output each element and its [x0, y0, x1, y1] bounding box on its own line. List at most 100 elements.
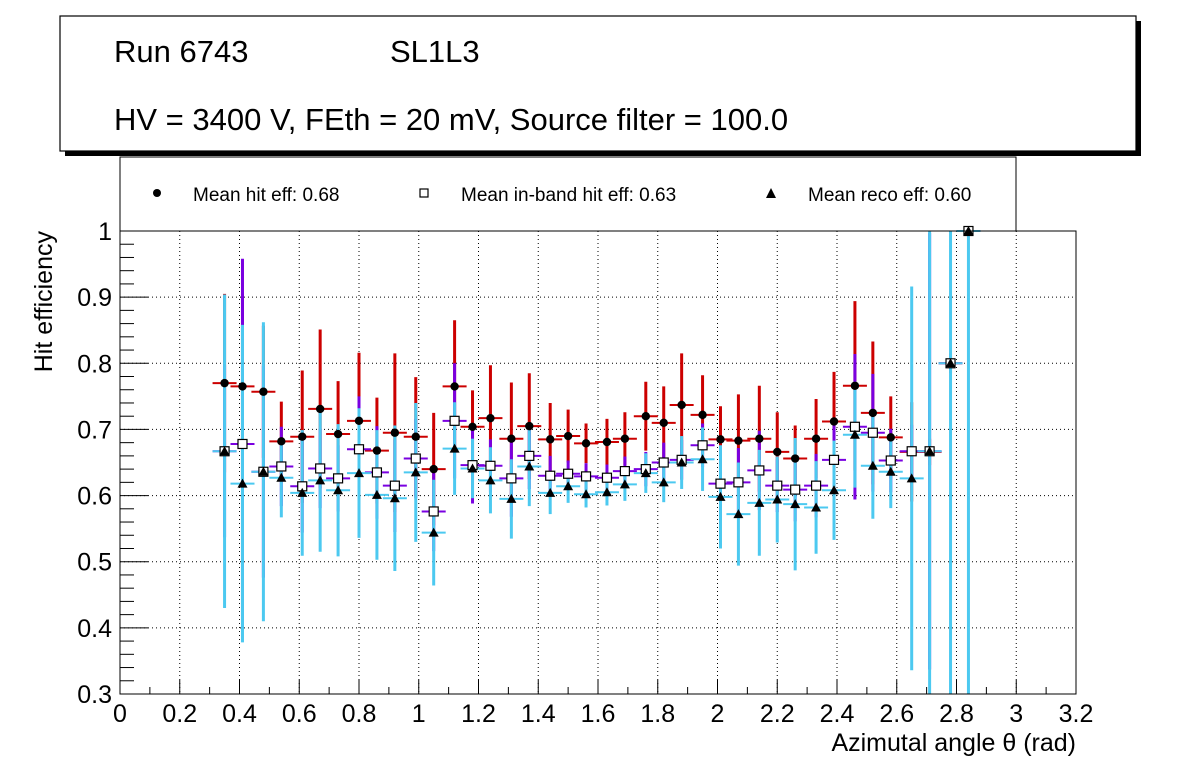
hit-eff-point: [886, 433, 895, 442]
reco-eff-point: [524, 461, 535, 471]
inband-eff-point: [506, 473, 517, 484]
reco-eff-point: [885, 466, 896, 476]
inband-eff-point: [545, 470, 556, 481]
y-tick-label: 0.7: [77, 416, 112, 444]
inband-eff-point: [715, 478, 726, 489]
reco-eff-point: [354, 468, 364, 478]
legend-reco-label: Mean reco eff: 0.60: [808, 185, 971, 206]
reco-eff-point: [658, 477, 669, 487]
reco-eff-point: [485, 475, 496, 485]
inband-eff-point: [485, 460, 496, 471]
reco-eff-point: [829, 485, 840, 495]
reco-eff-point: [733, 509, 744, 519]
reco-eff-point: [640, 468, 651, 478]
x-tick-label: 1.4: [521, 700, 556, 728]
x-axis-label: Azimutal angle θ (rad): [831, 729, 1076, 757]
inband-eff-point: [237, 438, 248, 450]
legend-inband-label: Mean in-band hit eff: 0.63: [461, 185, 676, 206]
tick-labels: 0 0.2 0.4 0.6 0.8 1 1.2 1.4 1.6 1.8 2 2.2 2.4 2.6 2.8 3…: [77, 218, 1093, 728]
hit-eff-point: [641, 412, 650, 421]
reco-eff-point: [754, 497, 765, 507]
hit-eff-point: [486, 413, 495, 423]
x-tick-label: 0.6: [282, 700, 317, 728]
reco-eff-point: [601, 487, 612, 497]
inband-eff-point: [353, 444, 365, 455]
hit-eff-point: [429, 464, 438, 474]
reco-eff-point: [237, 478, 248, 488]
reco-eff-point: [676, 457, 687, 467]
y-tick-label: 0.6: [77, 483, 112, 511]
hit-eff-point: [450, 382, 459, 391]
reco-eff-point: [924, 446, 935, 456]
hit-eff-point: [238, 382, 247, 391]
reco-eff-point: [906, 473, 917, 483]
data-markers: [219, 225, 974, 537]
hit-eff-point: [354, 416, 364, 426]
reco-eff-point: [715, 491, 726, 501]
hit-eff-point: [581, 439, 591, 448]
hit-eff-point: [525, 421, 534, 431]
reco-eff-point: [276, 472, 287, 482]
reco-eff-point: [467, 463, 478, 473]
legend-reco-marker: [766, 188, 776, 198]
reco-eff-point: [545, 487, 556, 497]
hit-eff-point: [602, 437, 612, 447]
reco-eff-point: [449, 443, 460, 453]
hit-eff-point: [298, 432, 307, 441]
grid: [120, 231, 1076, 694]
inband-eff-point: [601, 472, 613, 483]
hit-eff-point: [563, 431, 573, 441]
reco-eff-point: [297, 487, 308, 497]
inband-eff-point: [754, 465, 765, 476]
y-tick-label: 1: [98, 218, 112, 246]
error-bars: [212, 230, 981, 694]
x-tick-label: 3: [1009, 700, 1023, 728]
inband-eff-point: [697, 440, 708, 451]
inband-eff-point: [885, 455, 896, 466]
legend-box: [119, 156, 1017, 232]
hit-eff-point: [411, 432, 420, 441]
inband-eff-point: [524, 450, 535, 461]
reco-eff-point: [563, 481, 574, 491]
hit-eff-point: [220, 378, 229, 388]
x-tick-label: 2.2: [760, 700, 795, 728]
y-tick-label: 0.9: [77, 284, 112, 312]
inband-eff-point: [772, 480, 783, 491]
hit-eff-point: [468, 422, 477, 431]
inband-eff-point: [371, 467, 383, 478]
hit-eff-point: [755, 434, 764, 443]
reco-eff-point: [506, 493, 517, 503]
inband-eff-point: [410, 453, 421, 464]
hit-eff-point: [716, 435, 725, 444]
y-axis-label: Hit efficiency: [30, 231, 58, 373]
legend-inband-marker: [419, 188, 429, 198]
inband-eff-point: [276, 461, 287, 472]
legend-hit-label: Mean hit eff: 0.68: [193, 185, 339, 206]
reco-eff-point: [849, 429, 860, 439]
inband-eff-point: [658, 457, 669, 468]
hit-eff-point: [620, 434, 630, 443]
reco-eff-point: [772, 494, 783, 504]
inband-eff-point: [828, 454, 840, 465]
hit-eff-point: [277, 437, 286, 446]
chamber-label: SL1L3: [390, 34, 480, 69]
x-tick-label: 1.6: [581, 700, 616, 728]
y-tick-label: 0.4: [77, 615, 112, 643]
x-tick-label: 1.8: [640, 700, 675, 728]
hit-eff-point: [507, 434, 516, 443]
reco-eff-point: [219, 446, 230, 456]
inband-eff-point: [906, 446, 917, 457]
hit-eff-point: [829, 417, 839, 426]
y-tick-label: 0.3: [77, 681, 112, 709]
reco-eff-point: [619, 479, 630, 489]
reco-eff-point: [315, 475, 326, 485]
hit-eff-point: [811, 434, 821, 443]
hit-eff-point: [734, 436, 743, 445]
hit-eff-point: [659, 418, 668, 428]
y-tick-label: 0.5: [77, 549, 112, 577]
x-tick-label: 0.8: [342, 700, 377, 728]
reco-eff-point: [697, 454, 708, 464]
reco-eff-point: [389, 493, 400, 503]
plot-frame: [119, 230, 1077, 695]
reco-eff-point: [581, 489, 592, 499]
